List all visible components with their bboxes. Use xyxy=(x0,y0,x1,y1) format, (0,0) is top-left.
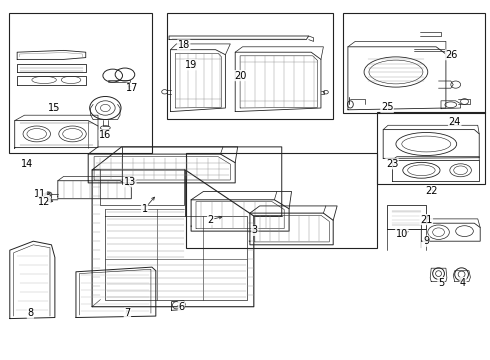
Text: 10: 10 xyxy=(395,229,408,239)
Text: 18: 18 xyxy=(177,40,190,50)
Text: 21: 21 xyxy=(420,215,433,225)
Text: 26: 26 xyxy=(445,50,458,60)
Text: 15: 15 xyxy=(48,103,60,113)
Text: 19: 19 xyxy=(185,60,197,70)
Text: 11: 11 xyxy=(34,189,46,199)
Text: 13: 13 xyxy=(123,177,136,187)
Text: 17: 17 xyxy=(126,83,139,93)
Text: 7: 7 xyxy=(124,308,130,318)
Text: 12: 12 xyxy=(38,197,50,207)
Text: 22: 22 xyxy=(425,186,438,196)
Text: 1: 1 xyxy=(142,204,147,214)
Bar xyxy=(167,13,333,119)
Text: 16: 16 xyxy=(99,130,111,140)
Text: 5: 5 xyxy=(438,278,444,288)
Bar xyxy=(377,112,485,184)
Text: 2: 2 xyxy=(208,215,214,225)
Text: 14: 14 xyxy=(21,159,33,169)
Text: 25: 25 xyxy=(381,102,393,112)
Text: 9: 9 xyxy=(423,236,429,246)
Text: 3: 3 xyxy=(252,225,258,235)
Text: 6: 6 xyxy=(178,302,184,312)
Bar xyxy=(9,13,152,153)
Bar xyxy=(186,153,377,248)
Text: 8: 8 xyxy=(27,308,33,318)
Text: 23: 23 xyxy=(386,159,398,169)
Text: 20: 20 xyxy=(234,71,246,81)
Text: 4: 4 xyxy=(460,278,466,288)
Bar xyxy=(343,13,485,113)
Text: 24: 24 xyxy=(448,117,461,127)
